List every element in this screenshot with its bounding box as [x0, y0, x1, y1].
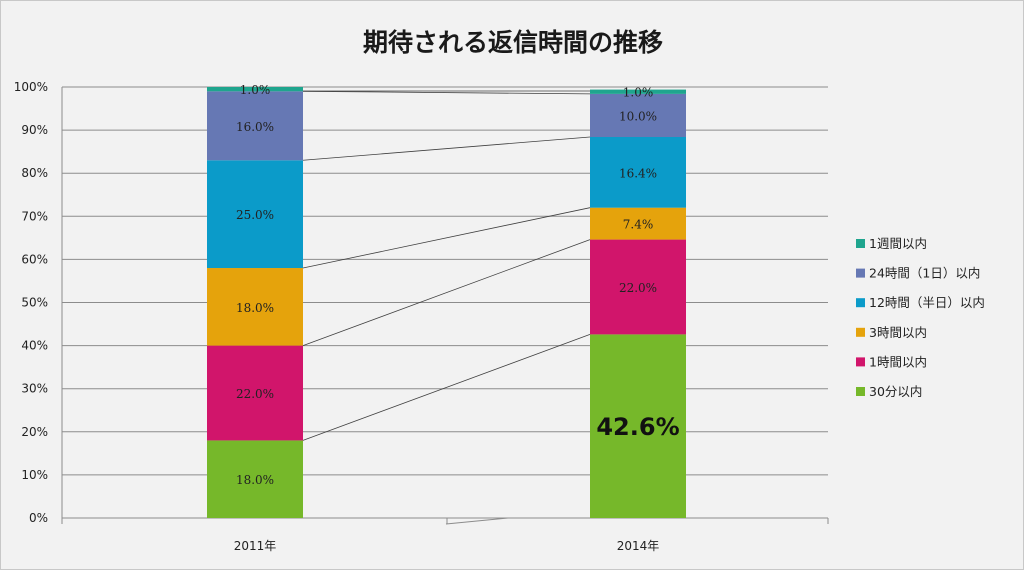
- legend-swatch: [856, 387, 865, 396]
- data-label: 18.0%: [236, 301, 274, 315]
- bar-segment: [590, 334, 686, 518]
- y-tick-label: 80%: [21, 166, 48, 180]
- legend-label: 30分以内: [869, 384, 922, 399]
- x-category-label: 2011年: [234, 539, 277, 553]
- bar-segment: [207, 160, 303, 269]
- y-tick-label: 10%: [21, 468, 48, 482]
- legend-label: 1時間以内: [869, 354, 927, 369]
- bar-segment: [590, 93, 686, 137]
- data-label: 18.0%: [236, 473, 274, 487]
- data-label: 42.6%: [596, 413, 679, 441]
- data-label: 7.4%: [623, 218, 654, 232]
- y-tick-label: 60%: [21, 252, 48, 266]
- legend-swatch: [856, 327, 865, 337]
- legend-label: 12時間（半日）以内: [869, 295, 985, 310]
- data-label: 1.0%: [240, 83, 271, 97]
- bar-segment: [207, 345, 303, 441]
- legend-swatch: [856, 268, 865, 278]
- series-connector-line: [302, 239, 591, 346]
- x-tick-mark: [445, 517, 509, 525]
- legend-swatch: [856, 357, 865, 367]
- data-label: 16.4%: [619, 166, 657, 180]
- bar-segment: [590, 239, 686, 335]
- data-label: 22.0%: [619, 281, 657, 295]
- data-label: 25.0%: [236, 208, 274, 222]
- bar-segment: [207, 440, 303, 518]
- series-connector-line: [302, 207, 591, 269]
- y-tick-label: 40%: [21, 339, 48, 353]
- x-category-label: 2014年: [617, 539, 660, 553]
- data-label: 1.0%: [623, 86, 654, 100]
- data-label: 10.0%: [619, 109, 657, 123]
- legend-label: 24時間（1日）以内: [869, 266, 980, 281]
- y-tick-label: 70%: [21, 209, 48, 223]
- data-label: 22.0%: [236, 387, 274, 401]
- y-tick-label: 100%: [14, 80, 48, 94]
- y-tick-label: 20%: [21, 425, 48, 439]
- data-label: 16.0%: [236, 120, 274, 134]
- bar-segment: [207, 268, 303, 346]
- chart-title: 期待される返信時間の推移: [362, 28, 663, 57]
- bar-segment: [590, 89, 686, 94]
- bar-segment: [590, 207, 686, 240]
- legend-label: 3時間以内: [869, 325, 927, 340]
- y-tick-label: 0%: [29, 511, 48, 525]
- bar-segment: [207, 87, 303, 92]
- bar-segment: [207, 91, 303, 161]
- y-tick-label: 50%: [21, 296, 48, 310]
- legend-swatch: [856, 298, 865, 308]
- y-tick-label: 90%: [21, 123, 48, 137]
- legend-swatch: [856, 239, 865, 248]
- series-connector-line: [302, 90, 591, 95]
- legend-label: 1週間以内: [869, 236, 927, 251]
- y-tick-label: 30%: [21, 382, 48, 396]
- series-connector-line: [302, 334, 591, 441]
- series-connector-line: [302, 136, 591, 161]
- bar-segment: [590, 136, 686, 208]
